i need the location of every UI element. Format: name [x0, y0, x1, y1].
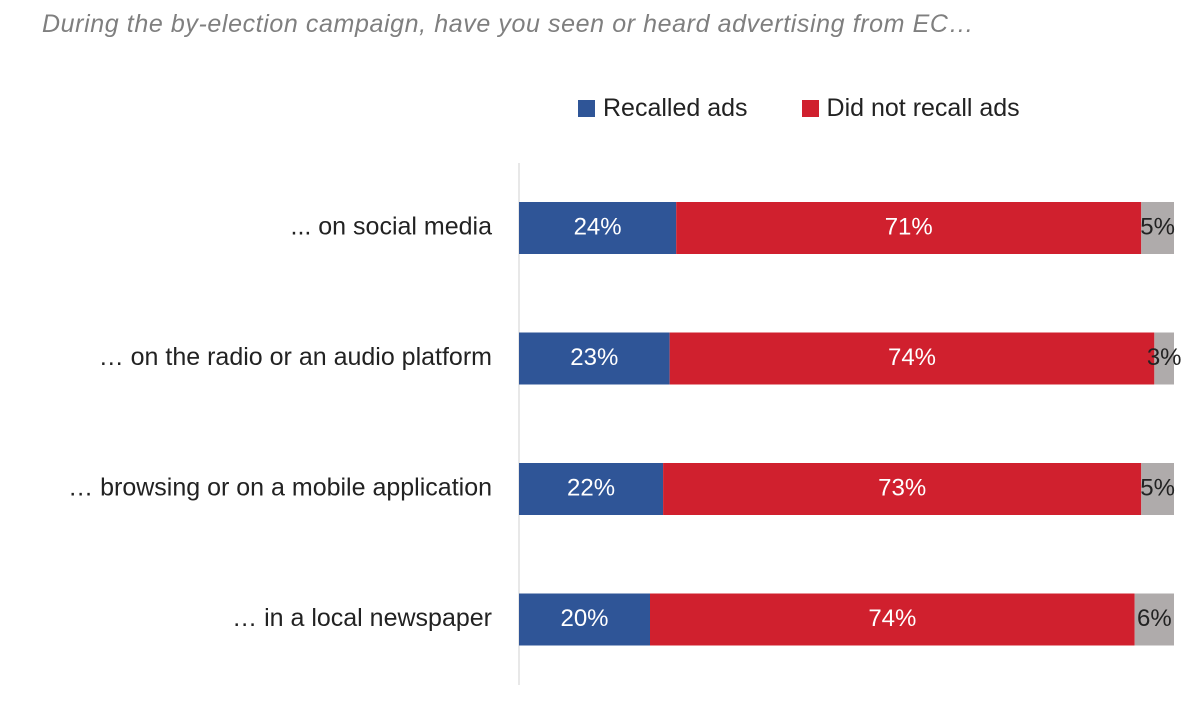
bar-segment — [1141, 463, 1174, 515]
chart-title: During the by-election campaign, have yo… — [42, 10, 975, 38]
bar-segment — [676, 202, 1142, 254]
legend-item-not-recalled: Did not recall ads — [801, 94, 1020, 123]
data-label: 74% — [868, 605, 916, 632]
category-label: … on the radio or an audio platform — [99, 343, 492, 371]
legend-swatch-not-recalled — [801, 100, 819, 117]
data-label: 20% — [560, 605, 608, 632]
bar-segment — [519, 463, 664, 515]
data-label: 24% — [574, 213, 622, 240]
bar-segment — [1134, 593, 1174, 646]
data-label: 71% — [885, 213, 933, 240]
bar-segment — [519, 332, 670, 385]
category-label: … in a local newspaper — [232, 604, 492, 632]
bar-segment — [1141, 202, 1174, 254]
legend: Recalled ads Did not recall ads — [578, 94, 1020, 123]
category-label: … browsing or on a mobile application — [68, 474, 492, 502]
legend-label-recalled: Recalled ads — [603, 94, 748, 122]
data-label: 3% — [1147, 344, 1182, 371]
legend-item-recalled: Recalled ads — [578, 94, 748, 123]
legend-swatch-recalled — [578, 100, 595, 117]
bar-segment — [519, 202, 677, 254]
data-label: 6% — [1137, 605, 1172, 632]
data-label: 22% — [567, 474, 615, 501]
data-label: 5% — [1140, 213, 1175, 240]
bar-segment — [1154, 332, 1174, 385]
bar-segment — [669, 332, 1155, 385]
bar-segment — [663, 463, 1142, 515]
data-label: 23% — [570, 344, 618, 371]
data-label: 74% — [888, 344, 936, 371]
data-label: 5% — [1140, 474, 1175, 501]
category-label: ... on social media — [291, 213, 493, 241]
legend-label-not-recalled: Did not recall ads — [826, 94, 1020, 122]
bar-segment — [650, 593, 1135, 646]
bar-segment — [519, 593, 650, 646]
data-label: 73% — [878, 474, 926, 501]
